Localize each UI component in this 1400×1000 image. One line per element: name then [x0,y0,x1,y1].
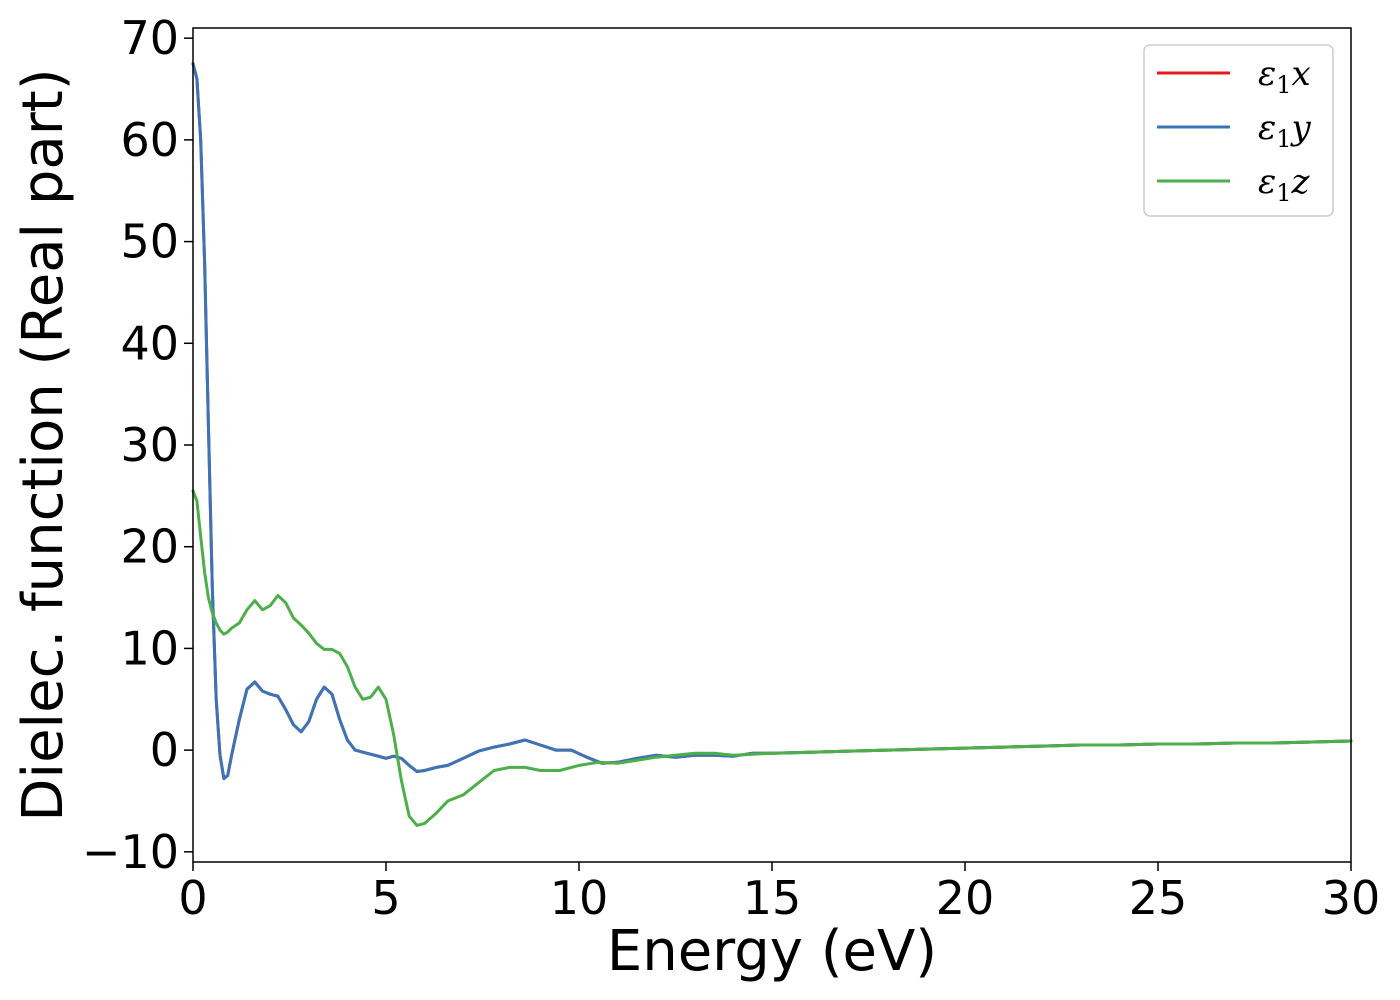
y-tick-label: 20 [120,520,179,574]
y-tick-label: 0 [150,723,179,777]
y-tick-label: 50 [120,215,179,269]
x-tick-label: 25 [1129,871,1188,925]
y-tick-label: −10 [82,825,179,879]
y-tick-label: 40 [120,316,179,370]
legend-box [1143,44,1334,217]
x-axis-label: Energy (eV) [607,919,937,984]
x-tick-label: 30 [1322,871,1381,925]
x-tick-label: 15 [743,871,802,925]
y-tick-label: 70 [120,11,179,65]
legend-label-x: ε1x [1258,54,1311,99]
y-tick-label: 30 [120,418,179,472]
series-line-z [191,489,1353,827]
legend: ε1x ε1y ε1z [1143,44,1334,217]
series-layer [191,62,1353,827]
x-tick-label: 10 [550,871,609,925]
x-tick-label: 0 [178,871,207,925]
legend-label-y: ε1y [1258,108,1312,153]
y-axis-label: Dielec. function (Real part) [11,68,76,821]
x-tick-label: 5 [371,871,400,925]
x-tick-label: 20 [936,871,995,925]
legend-label-z: ε1z [1258,162,1311,207]
y-tick-label: 10 [120,621,179,675]
y-tick-label: 60 [120,113,179,167]
